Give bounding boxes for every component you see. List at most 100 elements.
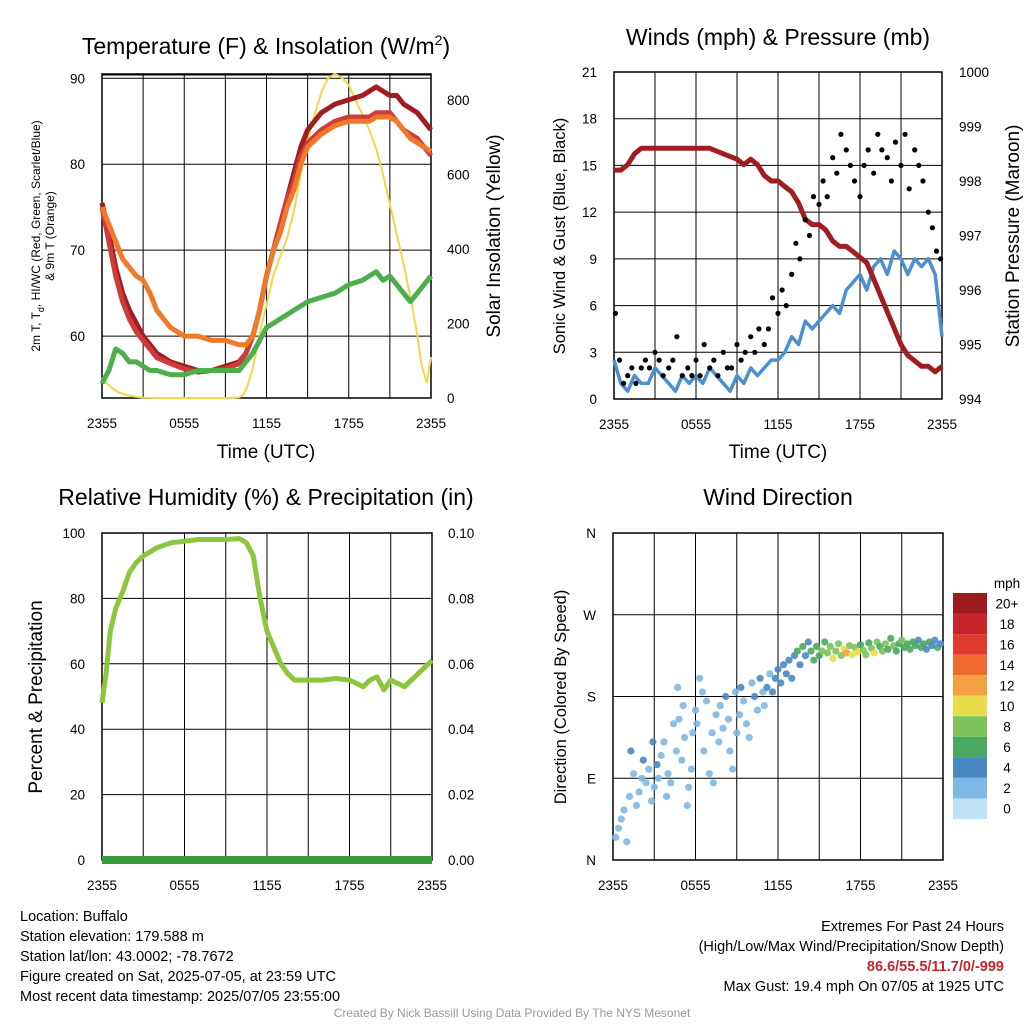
gust-point [765,326,772,332]
wind-direction-point [856,641,865,649]
station-location: Location: Buffalo [20,909,128,925]
wind-direction-point [848,651,856,659]
y-tick-label: 40 [70,722,85,737]
gust-point [892,139,899,145]
gust-point [834,170,840,176]
y-axis-label: 2m T, Td, HI/WC (Red, Green, Scarlet/Blu… [29,120,46,351]
wind-direction-point [614,824,623,832]
wind-direction-point [726,747,734,755]
legend-label: 14 [999,658,1015,673]
extremes-title: Extremes For Past 24 Hours [821,919,1004,935]
wind-direction-point [782,670,790,678]
gust-point [756,326,762,332]
station-latlon: Station lat/lon: 43.0002; -78.7672 [20,949,234,965]
y-tick-label: 100 [62,526,85,541]
y-tick-label: 90 [70,71,85,86]
y2-tick-label: 995 [959,338,982,353]
gust-point [612,310,619,316]
wind-direction-point [748,679,756,687]
legend-title: mph [994,576,1020,591]
gust-point [797,256,803,262]
gust-point [851,178,858,184]
gust-point [906,186,912,192]
gust-point [646,365,653,371]
x-tick-label: 2355 [598,878,628,893]
wind-direction-point [771,674,779,682]
wind-direction-point [889,642,898,650]
y2-axis-label: Station Pressure (Maroon) [1003,125,1024,348]
wind-direction-point [685,783,693,791]
insolation-line [101,72,432,399]
wind-direction-point [768,688,777,696]
legend-label: 4 [1003,761,1011,776]
gust-point [633,380,639,386]
legend-swatch [953,593,987,614]
wind-direction-point [735,711,744,719]
x-tick-label: 2355 [599,417,629,432]
wind-direction-point [729,765,737,773]
wind-direction-point [936,640,944,648]
x-tick-label: 1155 [763,878,792,893]
wind-direction-point [823,649,832,657]
wind-direction-point [715,738,723,746]
wind-direction-point [753,706,762,714]
gust-point [629,365,635,371]
extremes-legend: (High/Low/Max Wind/Precipitation/Snow De… [698,939,1004,955]
wind-direction-point [645,765,653,773]
chart-title: Winds (mph) & Pressure (mb) [626,24,930,50]
wind-direction-point [680,733,689,742]
wind-direction-point [719,724,727,732]
y2-tick-label: 0.04 [448,722,475,737]
gust-point [847,162,854,168]
wind-direction-point [829,654,837,663]
y2-tick-label: 0.10 [448,526,474,541]
wind-direction-point [669,720,678,728]
x-tick-label: 2355 [927,417,957,432]
wind-direction-point [663,792,671,801]
gust-point [830,155,836,161]
wind-direction-point [785,656,793,664]
legend-label: 0 [1003,802,1011,817]
wind-direction-point [801,652,810,660]
gust-point [912,147,918,153]
wind-direction-point [696,674,704,682]
gust-point [679,373,685,379]
winds-pressure-panel: 0 3 6 9 12 15 18 21 994 995 996 997 998 999 1000 2355 05… [551,24,1024,463]
x-tick-label: 1755 [845,417,875,432]
gust-point [724,365,731,371]
wind-direction-point [903,640,911,648]
wind-direction-point [779,661,788,669]
y2-tick-label: 0.08 [448,591,474,606]
wind-direction-point [931,636,939,644]
wind-direction-point [914,636,922,644]
station-elevation: Station elevation: 179.588 m [20,929,204,945]
wind-direction-point [679,702,687,710]
legend-label: 18 [999,617,1014,632]
y-tick-label: N [586,853,596,868]
gust-point [779,287,785,293]
x-tick-label: 2355 [417,878,447,893]
y-tick-label: 0 [77,853,85,868]
wind-direction-point [712,711,720,719]
wind-direction-point [834,640,843,648]
wind-direction-point [639,756,647,764]
gust-point [666,365,672,371]
wind-direction-point [756,674,764,682]
wind-direction-point [887,634,895,643]
gust-point [734,341,740,348]
legend-swatch [953,634,987,655]
y2-tick-label: 997 [959,229,982,244]
temperature-series-line [99,114,433,348]
wind-direction-point [716,702,724,710]
gust-point [879,147,885,153]
y2-tick-label: 999 [959,120,982,135]
gust-point [898,162,904,168]
x-axis-label: Time (UTC) [729,442,828,463]
wind-direction-point [804,638,812,646]
wind-direction-point [862,651,870,659]
gust-point [660,373,666,379]
y-tick-label: 80 [70,157,85,172]
legend-swatch [953,777,987,799]
x-tick-label: 1155 [763,417,792,432]
wind-direction-point [774,665,782,673]
